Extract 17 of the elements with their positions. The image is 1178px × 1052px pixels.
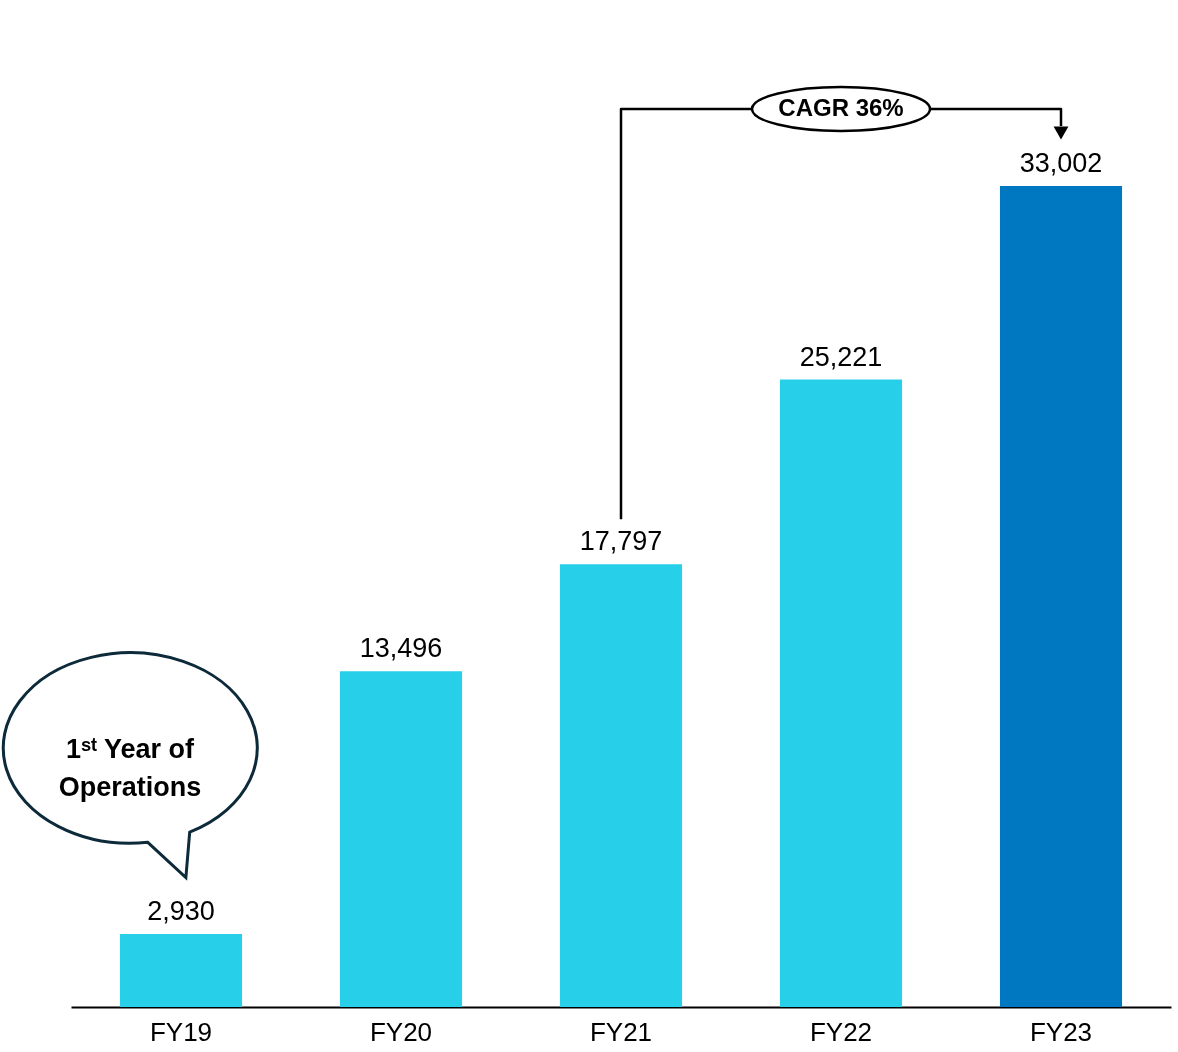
data-label: 2,930 (147, 896, 215, 927)
bar (559, 564, 683, 1007)
x-tick-label: FY19 (149, 1016, 213, 1047)
bar (339, 671, 463, 1007)
x-tick-label: FY23 (1029, 1016, 1093, 1047)
bar (119, 934, 243, 1007)
data-label: 13,496 (359, 633, 443, 664)
bar (779, 379, 903, 1007)
x-tick-label: FY21 (589, 1016, 653, 1047)
data-label: 33,002 (1019, 148, 1103, 178)
x-tick-label: FY20 (369, 1016, 433, 1047)
text: CAGR 36% (778, 94, 904, 121)
data-label: 17,797 (579, 526, 663, 557)
x-tick-label: FY22 (809, 1016, 873, 1047)
data-label: 25,221 (799, 341, 883, 372)
annotation: 1ˢᵗ Year of Operations (58, 734, 202, 803)
bar (999, 186, 1123, 1007)
